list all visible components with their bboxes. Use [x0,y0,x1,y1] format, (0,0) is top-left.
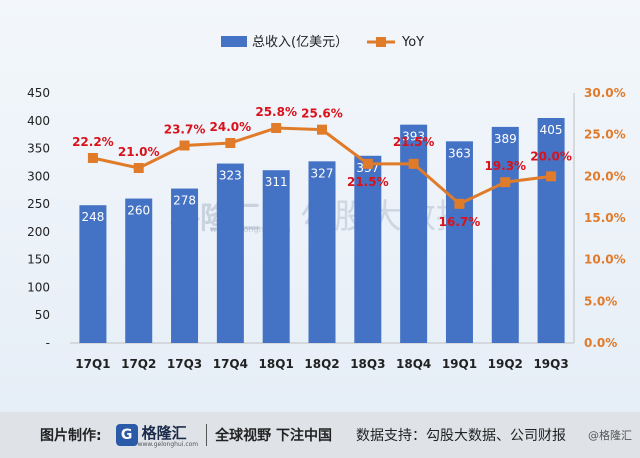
x-tick-label: 17Q2 [121,357,156,371]
footer-logo: G 格隆汇 www.gelonghui.com [115,422,199,448]
y-right-tick-label: 5.0% [584,294,617,308]
x-tick-label: 17Q4 [213,357,248,371]
bar-value-label: 327 [311,166,334,180]
chart-area: 总收入(亿美元） YoY 格隆汇 www.gelonghui.com 勾股大数据 -50 1… [0,0,640,412]
footer-logo-text: 格隆汇 [141,424,187,442]
x-tick-label: 19Q2 [488,357,523,371]
yoy-value-label: 19.3% [484,159,526,173]
bar-value-label: 363 [448,146,471,160]
footer-divider [206,424,208,446]
yoy-point-18Q1 [271,123,282,133]
y-left-tick-label: - [46,336,50,350]
bar-18Q1 [262,170,290,343]
yoy-point-17Q2 [133,163,144,173]
yoy-value-label: 24.0% [210,120,252,134]
y-left-tick-label: 250 [27,197,50,211]
y-left-tick-label: 450 [27,86,50,100]
bar-17Q2 [125,198,153,343]
yoy-point-19Q1 [454,198,465,209]
gelonghui-logo-icon: G [115,424,138,446]
bar-19Q1 [445,141,473,343]
bar-19Q2 [491,126,519,343]
yoy-point-17Q1 [87,153,98,163]
x-tick-label: 19Q3 [533,357,568,371]
bar-18Q4 [400,124,428,344]
x-tick-label: 17Q3 [167,357,202,371]
yoy-point-17Q4 [225,138,236,148]
yoy-value-label: 20.0% [530,149,572,163]
bar-18Q2 [308,161,336,343]
y-right-tick-label: 15.0% [584,211,626,225]
made-by-label: 图片制作: [40,428,102,444]
y-left-tick-label: 150 [27,253,50,267]
yoy-value-label: 25.6% [301,107,343,121]
y-left-tick-label: 400 [27,114,50,128]
y-left-tick-label: 50 [35,308,50,322]
y-right-tick-label: 10.0% [584,253,626,267]
x-tick-label: 18Q4 [396,357,431,371]
bar-value-label: 323 [219,169,242,183]
y-left-tick-label: 300 [27,169,50,183]
yoy-point-18Q3 [362,158,373,169]
x-tick-label: 17Q1 [75,357,110,371]
footer-brand: @格隆汇 [588,429,632,442]
x-tick-label: 19Q1 [442,357,477,371]
legend-label-yoy: YoY [401,35,424,50]
x-tick-label: 18Q3 [350,357,385,371]
yoy-value-label: 21.5% [347,175,389,189]
legend-marker-yoy [376,37,386,47]
bar-17Q1 [79,205,107,343]
footer-slogan: 全球视野 下注中国 [215,428,333,444]
y-right-tick-label: 0.0% [584,336,617,350]
y-right-tick-label: 20.0% [584,169,626,183]
yoy-value-label: 25.8% [255,105,297,119]
yoy-value-label: 21.5% [393,135,435,149]
legend-label-revenue: 总收入(亿美元） [252,35,348,50]
bar-value-label: 405 [540,123,563,137]
yoy-value-label: 22.2% [72,135,114,149]
bar-17Q3 [171,188,199,343]
watermark-url: www.gelonghui.com [210,225,291,234]
bar-19Q3 [537,118,565,343]
data-source: 数据支持：勾股大数据、公司财报 [356,428,567,444]
yoy-point-18Q4 [408,158,419,169]
legend-swatch-revenue [221,36,247,47]
bar-17Q4 [216,163,244,343]
y-right-tick-label: 25.0% [584,128,626,142]
yoy-point-19Q3 [546,171,557,182]
y-right-tick-label: 30.0% [584,86,626,100]
bar-value-label: 260 [127,204,150,218]
bar-value-label: 311 [265,175,288,189]
bar-value-label: 278 [173,194,196,208]
footer-bar: 图片制作: G 格隆汇 www.gelonghui.com 全球视野 下注中国 … [0,412,640,458]
bar-value-label: 393 [402,130,425,144]
x-tick-label: 18Q1 [259,357,294,371]
bar-value-label: 248 [81,210,104,224]
bar-18Q3 [354,155,382,343]
yoy-point-18Q2 [317,124,327,135]
yoy-value-label: 21.0% [118,145,160,159]
footer-logo-url: www.gelonghui.com [137,441,199,448]
yoy-point-17Q3 [179,140,190,151]
y-left-tick-label: 100 [27,280,50,294]
bar-value-label: 389 [494,132,517,146]
yoy-value-label: 23.7% [164,123,206,137]
y-left-tick-label: 350 [27,142,50,156]
yoy-point-19Q2 [500,177,511,188]
x-tick-label: 18Q2 [304,357,339,371]
yoy-value-label: 16.7% [439,215,481,229]
y-left-tick-label: 200 [27,225,50,239]
